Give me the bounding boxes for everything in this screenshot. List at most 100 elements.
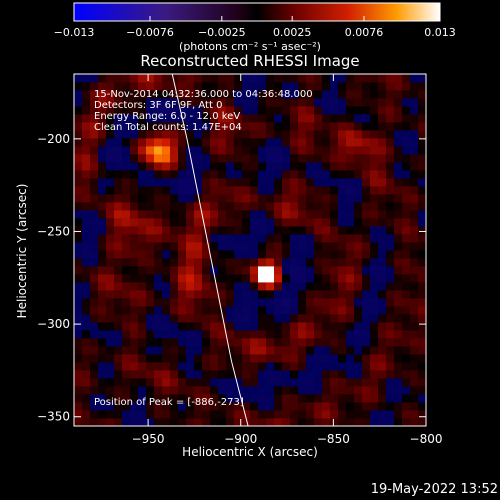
heatmap-cell — [138, 314, 147, 323]
heatmap-cell — [138, 106, 147, 115]
heatmap-cell — [194, 258, 203, 267]
heatmap-cell — [242, 386, 251, 395]
heatmap-cell — [74, 386, 83, 395]
heatmap-cell — [90, 370, 99, 379]
heatmap-cell — [338, 114, 347, 123]
heatmap-cell — [122, 130, 131, 139]
heatmap-cell — [354, 418, 363, 426]
heatmap-cell — [314, 146, 323, 155]
heatmap-cell — [362, 194, 371, 203]
heatmap-cell — [234, 242, 243, 251]
heatmap-cell — [250, 138, 259, 147]
heatmap-cell — [418, 314, 426, 323]
heatmap-cell — [370, 202, 379, 211]
heatmap-cell — [386, 346, 395, 355]
colorbar-tick-label: 0.013 — [424, 26, 456, 39]
heatmap-cell — [186, 226, 195, 235]
heatmap-cell — [354, 282, 363, 291]
heatmap-cell — [226, 418, 235, 426]
heatmap-cell — [186, 98, 195, 107]
heatmap-cell — [330, 98, 339, 107]
heatmap-cell — [210, 226, 219, 235]
heatmap-cell — [226, 114, 235, 123]
heatmap-cell — [378, 410, 387, 419]
heatmap-cell — [274, 322, 283, 331]
heatmap-cell — [122, 322, 131, 331]
heatmap-cell — [178, 210, 187, 219]
heatmap-cell — [122, 394, 131, 403]
heatmap-cell — [314, 234, 323, 243]
heatmap-cell — [218, 370, 227, 379]
heatmap-cell — [82, 218, 91, 227]
heatmap-cell — [250, 106, 259, 115]
heatmap-cell — [298, 90, 307, 99]
heatmap-cell — [146, 218, 155, 227]
heatmap-cell — [74, 266, 83, 275]
colorbar-tick-label: −0.013 — [54, 26, 95, 39]
heatmap-cell — [138, 194, 147, 203]
heatmap-cell — [394, 266, 403, 275]
heatmap-cell — [346, 218, 355, 227]
heatmap-cell — [386, 162, 395, 171]
heatmap-cell — [338, 330, 347, 339]
heatmap-cell — [130, 370, 139, 379]
heatmap-cell — [162, 274, 171, 283]
heatmap-cell — [330, 162, 339, 171]
heatmap-cell — [378, 306, 387, 315]
heatmap-cell — [130, 154, 139, 163]
heatmap-cell — [386, 314, 395, 323]
heatmap-cell — [146, 362, 155, 371]
heatmap-cell — [402, 90, 411, 99]
heatmap-cell — [250, 146, 259, 155]
heatmap-cell — [122, 162, 131, 171]
heatmap-cell — [338, 250, 347, 259]
heatmap-cell — [354, 154, 363, 163]
heatmap-cell — [354, 186, 363, 195]
heatmap-cell — [242, 178, 251, 187]
heatmap-cell — [154, 74, 163, 83]
heatmap-cell — [114, 178, 123, 187]
heatmap-cell — [186, 402, 195, 411]
y-tick-label: −300 — [37, 317, 70, 331]
heatmap-cell — [322, 282, 331, 291]
heatmap-cell — [258, 146, 267, 155]
heatmap-cell — [82, 330, 91, 339]
heatmap-cell — [410, 298, 419, 307]
heatmap-cell — [122, 146, 131, 155]
heatmap-cell — [258, 202, 267, 211]
heatmap-cell — [186, 178, 195, 187]
heatmap-cell — [242, 122, 251, 131]
heatmap-cell — [370, 394, 379, 403]
heatmap-cell — [130, 202, 139, 211]
heatmap-cell — [346, 314, 355, 323]
heatmap-cell — [274, 346, 283, 355]
heatmap-cell — [322, 234, 331, 243]
heatmap-cell — [82, 266, 91, 275]
heatmap-cell — [290, 378, 299, 387]
heatmap-cell — [226, 170, 235, 179]
heatmap-cell — [90, 114, 99, 123]
heatmap-cell — [250, 178, 259, 187]
heatmap-cell — [370, 218, 379, 227]
heatmap-cell — [186, 298, 195, 307]
heatmap-cell — [170, 162, 179, 171]
heatmap-cell — [114, 162, 123, 171]
heatmap-cell — [378, 178, 387, 187]
heatmap-cell — [314, 154, 323, 163]
heatmap-cell — [74, 162, 83, 171]
heatmap-cell — [410, 314, 419, 323]
colorbar-tick-label: −0.0076 — [126, 26, 174, 39]
heatmap-cell — [146, 154, 155, 163]
heatmap-cell — [306, 306, 315, 315]
heatmap-cell — [130, 402, 139, 411]
heatmap-cell — [386, 282, 395, 291]
heatmap-cell — [162, 402, 171, 411]
heatmap-cell — [178, 410, 187, 419]
heatmap-cell — [210, 202, 219, 211]
heatmap-cell — [234, 338, 243, 347]
heatmap-cell — [250, 258, 259, 267]
heatmap-cell — [90, 418, 99, 426]
heatmap-cell — [250, 386, 259, 395]
heatmap-cell — [194, 138, 203, 147]
heatmap-cell — [362, 130, 371, 139]
